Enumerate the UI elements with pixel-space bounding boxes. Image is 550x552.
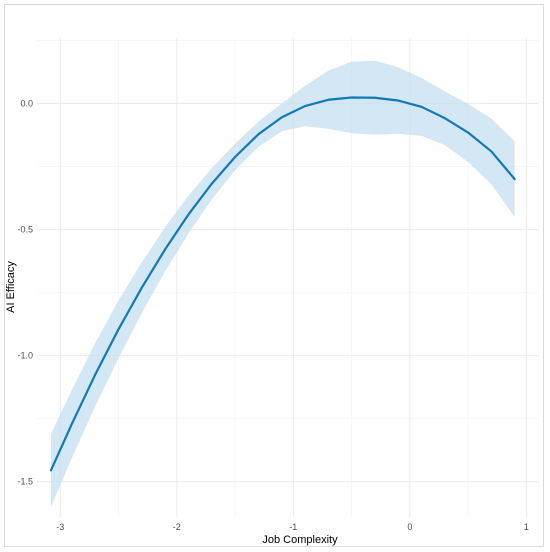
x-tick-labels: -3 -2 -1 0 1 [56, 522, 529, 532]
grid-minor [37, 38, 538, 517]
y-tick-label: -1.0 [17, 351, 33, 361]
fitted-curve [49, 96, 516, 472]
y-tick-labels: 0.0 -0.5 -1.0 -1.5 [17, 99, 33, 487]
fit-line-layer [49, 96, 516, 472]
y-tick-label: -0.5 [17, 225, 33, 235]
y-tick-label: 0.0 [20, 99, 33, 109]
x-tick-label: 1 [524, 522, 529, 532]
x-tick-label: -3 [56, 522, 64, 532]
confidence-band-layer [50, 60, 515, 507]
y-axis-title: AI Efficacy [5, 261, 17, 313]
x-tick-label: -2 [173, 522, 181, 532]
chart-frame [4, 4, 544, 547]
x-tick-label: -1 [289, 522, 297, 532]
x-axis-title: Job Complexity [262, 534, 338, 546]
x-tick-label: 0 [407, 522, 412, 532]
y-tick-label: -1.5 [17, 477, 33, 487]
confidence-band [50, 60, 515, 507]
